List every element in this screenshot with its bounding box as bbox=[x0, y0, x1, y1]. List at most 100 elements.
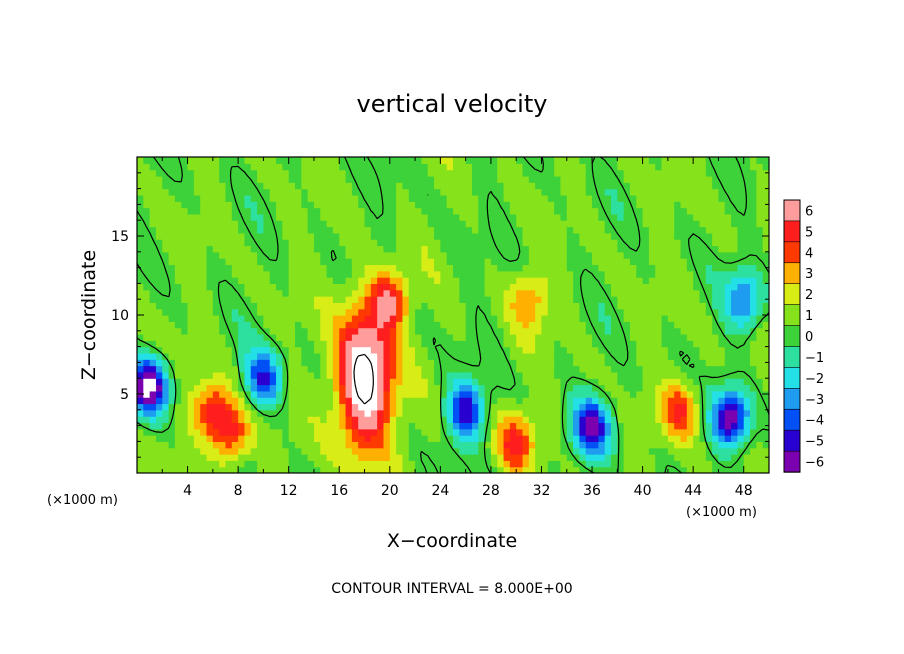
heatmap-cell bbox=[143, 251, 151, 259]
heatmap-cell bbox=[219, 175, 227, 183]
heatmap-cell bbox=[453, 466, 460, 473]
heatmap-cell bbox=[554, 371, 562, 379]
heatmap-cell bbox=[699, 454, 707, 461]
heatmap-cell bbox=[737, 245, 745, 253]
heatmap-cell bbox=[313, 365, 321, 373]
heatmap-cell bbox=[244, 213, 252, 221]
heatmap-cell bbox=[370, 226, 378, 234]
heatmap-cell bbox=[149, 308, 157, 316]
heatmap-cell bbox=[155, 296, 163, 303]
heatmap-cell bbox=[693, 194, 701, 202]
heatmap-cell bbox=[415, 422, 422, 430]
heatmap-cell bbox=[440, 359, 448, 367]
heatmap-cell bbox=[724, 435, 732, 442]
heatmap-cell bbox=[535, 175, 543, 183]
heatmap-cell bbox=[307, 258, 315, 266]
heatmap-cell bbox=[257, 416, 264, 424]
heatmap-cell bbox=[693, 182, 701, 190]
heatmap-cell bbox=[503, 239, 511, 247]
heatmap-cell bbox=[661, 188, 669, 196]
heatmap-cell bbox=[497, 245, 505, 253]
heatmap-cell bbox=[219, 441, 227, 449]
heatmap-cell bbox=[250, 435, 258, 442]
heatmap-cell bbox=[339, 264, 347, 272]
heatmap-cell bbox=[718, 201, 726, 209]
heatmap-cell bbox=[421, 182, 429, 190]
heatmap-cell bbox=[629, 460, 637, 468]
heatmap-cell bbox=[465, 409, 473, 417]
heatmap-cell bbox=[516, 308, 524, 316]
heatmap-cell bbox=[680, 308, 688, 316]
heatmap-cell bbox=[598, 409, 606, 417]
heatmap-cell bbox=[421, 302, 429, 310]
heatmap-cell bbox=[655, 416, 663, 424]
heatmap-cell bbox=[181, 321, 189, 329]
heatmap-cell bbox=[345, 245, 353, 253]
heatmap-cell bbox=[648, 207, 656, 215]
heatmap-cell bbox=[143, 277, 151, 284]
heatmap-cell bbox=[585, 201, 593, 209]
heatmap-cell bbox=[655, 435, 663, 442]
heatmap-cell bbox=[345, 384, 353, 392]
heatmap-cell bbox=[573, 340, 580, 348]
heatmap-cell bbox=[478, 441, 486, 449]
heatmap-cell bbox=[516, 428, 524, 436]
heatmap-cell bbox=[484, 365, 492, 373]
heatmap-cell bbox=[231, 422, 239, 430]
heatmap-cell bbox=[547, 422, 555, 430]
heatmap-cell bbox=[484, 239, 492, 247]
heatmap-cell bbox=[554, 226, 562, 234]
heatmap-cell bbox=[674, 169, 682, 177]
heatmap-cell bbox=[718, 232, 726, 240]
heatmap-cell bbox=[484, 409, 492, 417]
heatmap-cell bbox=[282, 378, 290, 386]
heatmap-cell bbox=[579, 359, 587, 367]
heatmap-cell bbox=[686, 447, 694, 455]
heatmap-cell bbox=[238, 365, 246, 373]
heatmap-cell bbox=[535, 207, 543, 215]
heatmap-cell bbox=[737, 201, 745, 209]
heatmap-cell bbox=[295, 169, 302, 177]
heatmap-cell bbox=[212, 245, 220, 253]
heatmap-cell bbox=[718, 321, 726, 329]
heatmap-cell bbox=[155, 454, 163, 461]
heatmap-cell bbox=[667, 352, 675, 360]
heatmap-cell bbox=[598, 207, 606, 215]
heatmap-cell bbox=[402, 207, 410, 215]
heatmap-cell bbox=[762, 352, 769, 360]
heatmap-cell bbox=[674, 175, 682, 183]
heatmap-cell bbox=[288, 333, 296, 341]
heatmap-cell bbox=[585, 188, 593, 196]
heatmap-cell bbox=[206, 346, 214, 354]
heatmap-cell bbox=[693, 207, 701, 215]
heatmap-cell bbox=[528, 302, 536, 310]
heatmap-cell bbox=[465, 239, 473, 247]
heatmap-cell bbox=[642, 454, 650, 461]
heatmap-cell bbox=[655, 194, 663, 202]
heatmap-cell bbox=[326, 270, 334, 278]
heatmap-cell bbox=[718, 428, 726, 436]
heatmap-cell bbox=[453, 239, 460, 247]
heatmap-cell bbox=[680, 416, 688, 424]
heatmap-cell bbox=[623, 371, 631, 379]
heatmap-cell bbox=[174, 409, 182, 417]
heatmap-cell bbox=[187, 308, 195, 316]
heatmap-cell bbox=[383, 308, 391, 316]
heatmap-cell bbox=[370, 245, 378, 253]
heatmap-cell bbox=[592, 390, 599, 398]
heatmap-cell bbox=[187, 232, 195, 240]
heatmap-cell bbox=[484, 346, 492, 354]
heatmap-cell bbox=[674, 283, 682, 291]
heatmap-cell bbox=[181, 371, 189, 379]
heatmap-cell bbox=[301, 454, 309, 461]
heatmap-cell bbox=[370, 466, 378, 473]
heatmap-cell bbox=[427, 365, 435, 373]
heatmap-cell bbox=[143, 169, 151, 177]
heatmap-cell bbox=[655, 182, 663, 190]
heatmap-cell bbox=[434, 175, 441, 183]
heatmap-cell bbox=[364, 226, 372, 234]
heatmap-cell bbox=[724, 359, 732, 367]
heatmap-cell bbox=[320, 207, 328, 215]
heatmap-cell bbox=[712, 258, 720, 266]
heatmap-cell bbox=[149, 315, 157, 322]
